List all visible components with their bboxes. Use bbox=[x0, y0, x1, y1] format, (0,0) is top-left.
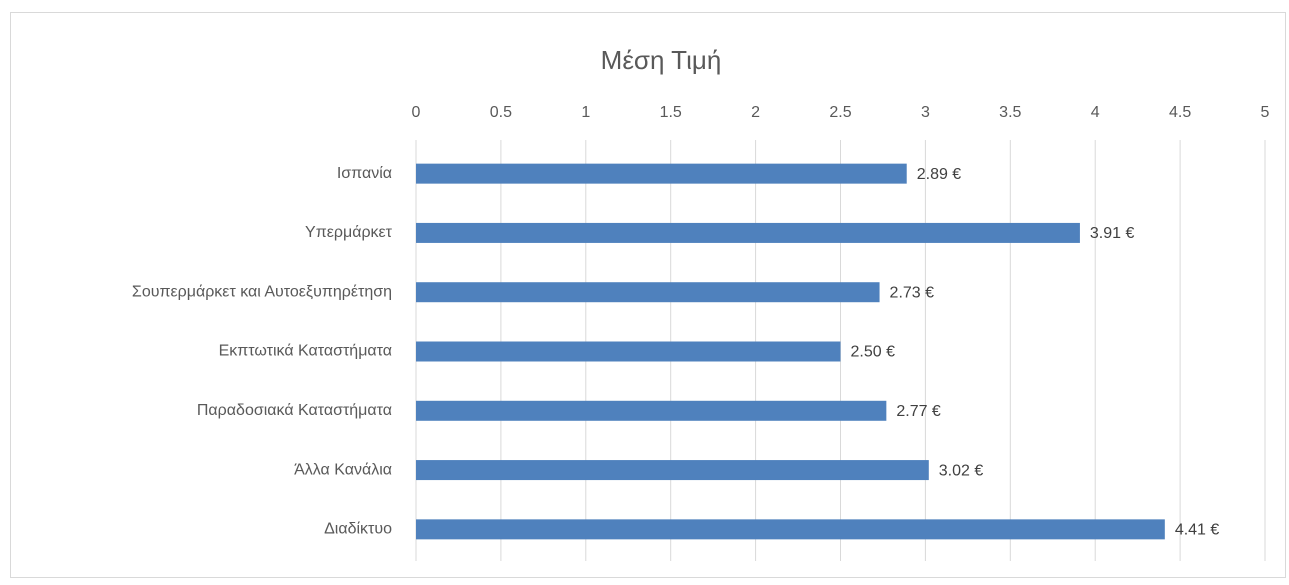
y-tick-label: Σουπερμάρκετ και Αυτοεξυπηρέτηση bbox=[132, 283, 392, 300]
chart-title: Μέση Τιμή bbox=[601, 45, 722, 75]
x-tick-label: 4 bbox=[1091, 104, 1100, 121]
y-tick-label: Παραδοσιακά Καταστήματα bbox=[197, 402, 392, 419]
bar bbox=[416, 282, 880, 303]
bar bbox=[416, 222, 1080, 243]
y-tick-label: Διαδίκτυο bbox=[324, 521, 392, 538]
value-label: 4.41 € bbox=[1175, 522, 1220, 539]
x-tick-label: 2.5 bbox=[829, 104, 851, 121]
x-tick-label: 3.5 bbox=[999, 104, 1021, 121]
bar bbox=[416, 519, 1165, 540]
x-tick-label: 0.5 bbox=[490, 104, 512, 121]
value-label: 2.77 € bbox=[896, 403, 941, 420]
value-label: 2.50 € bbox=[851, 344, 896, 361]
x-tick-label: 3 bbox=[921, 104, 930, 121]
value-label: 2.89 € bbox=[917, 166, 962, 183]
value-label: 3.91 € bbox=[1090, 225, 1135, 242]
x-tick-label: 5 bbox=[1261, 104, 1270, 121]
bar bbox=[416, 341, 841, 362]
y-tick-label: Ισπανία bbox=[337, 165, 392, 182]
y-tick-label: Άλλα Κανάλια bbox=[294, 461, 392, 478]
value-label: 2.73 € bbox=[890, 284, 935, 301]
x-tick-label: 1 bbox=[581, 104, 590, 121]
bar bbox=[416, 460, 929, 481]
value-label: 3.02 € bbox=[939, 462, 984, 479]
x-tick-label: 0 bbox=[412, 104, 421, 121]
x-tick-label: 1.5 bbox=[660, 104, 682, 121]
y-tick-label: Υπερμάρκετ bbox=[305, 224, 393, 241]
y-tick-label: Εκπτωτικά Καταστήματα bbox=[219, 343, 392, 360]
x-tick-label: 4.5 bbox=[1169, 104, 1191, 121]
bar bbox=[416, 163, 907, 184]
x-tick-label: 2 bbox=[751, 104, 760, 121]
bar bbox=[416, 400, 887, 421]
